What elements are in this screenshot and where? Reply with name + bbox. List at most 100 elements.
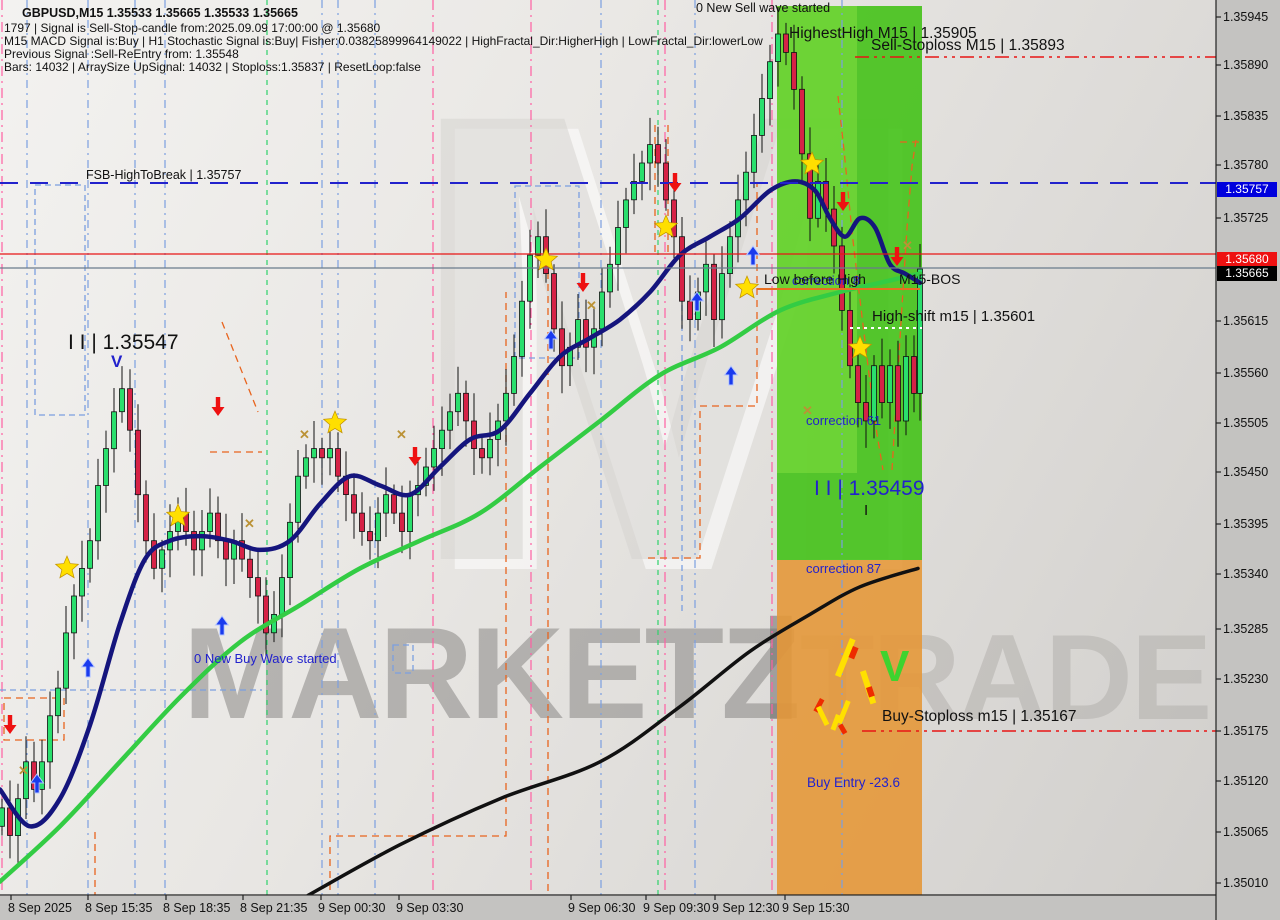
sell-arrow-icon xyxy=(836,192,850,211)
buy-stoploss-label: Buy-Stoploss m15 | 1.35167 xyxy=(882,708,1077,725)
star-icon xyxy=(322,410,348,434)
sell-arrow-icon xyxy=(668,173,682,192)
buy-arrow-icon xyxy=(689,291,705,312)
candle-body xyxy=(783,33,789,53)
previous-signal-line: Previous Signal :Sell-ReEntry from: 1.35… xyxy=(4,47,239,61)
candle-body xyxy=(327,448,333,459)
candle-body xyxy=(711,263,717,320)
correction-8-label: correction 8 xyxy=(792,273,860,288)
price-tick-label: 1.35395 xyxy=(1223,517,1269,531)
candle-body xyxy=(455,392,461,413)
star-icon xyxy=(653,214,679,238)
candle-body xyxy=(55,687,61,717)
price-badge: 1.35757 xyxy=(1217,182,1277,197)
time-axis-panel[interactable] xyxy=(0,896,1216,920)
candle-body xyxy=(79,568,85,597)
zigzag-streak xyxy=(813,697,825,713)
correction-zone xyxy=(777,560,922,895)
candle-body xyxy=(911,356,917,394)
candle-body xyxy=(135,429,141,496)
candle-body xyxy=(335,448,341,477)
price-tick-label: 1.35780 xyxy=(1223,158,1269,172)
candle-body xyxy=(895,365,901,422)
candle-body xyxy=(407,494,413,533)
time-tick-label: 8 Sep 18:35 xyxy=(163,901,231,915)
time-tick-label: 8 Sep 21:35 xyxy=(240,901,308,915)
candle-body xyxy=(631,180,637,201)
candle-body xyxy=(23,761,29,800)
channel-line xyxy=(329,292,507,895)
price-tick-label: 1.35725 xyxy=(1223,211,1269,225)
buy-arrow-icon xyxy=(29,773,45,794)
candle-body xyxy=(311,448,317,459)
signal-info-line: 1797 | Signal is Sell-Stop-candle from:2… xyxy=(4,21,381,35)
candle-body xyxy=(295,475,301,523)
candle-body xyxy=(527,254,533,302)
candle-body xyxy=(599,291,605,330)
swing-low-right-label: I I | 1.35459 xyxy=(814,477,925,500)
time-tick-label: 8 Sep 2025 xyxy=(8,901,72,915)
fractal-box xyxy=(34,184,86,416)
candle-body xyxy=(519,300,525,357)
candle-body xyxy=(535,236,541,256)
candle-body xyxy=(647,144,653,164)
candle-body xyxy=(103,448,109,486)
price-axis-panel[interactable] xyxy=(1216,0,1280,920)
candle-body xyxy=(663,162,669,201)
candle-body xyxy=(863,402,869,422)
candle-body xyxy=(503,392,509,422)
candle-body xyxy=(319,448,325,459)
ma-trend-line xyxy=(306,566,920,895)
x-mark-icon: ✕ xyxy=(299,427,310,442)
watermark-brand-text: MARKETZ xyxy=(183,600,800,746)
star-icon xyxy=(165,503,191,527)
channel-line xyxy=(648,182,758,559)
candle-body xyxy=(687,300,693,321)
candle-body xyxy=(655,144,661,164)
zigzag-streak xyxy=(816,705,830,726)
buy-entry-label: Buy Entry -23.6 xyxy=(807,775,901,790)
candle-body xyxy=(351,494,357,514)
candle-body xyxy=(703,263,709,293)
candle-body xyxy=(159,549,165,569)
candle-body xyxy=(551,273,557,330)
price-tick-label: 1.35615 xyxy=(1223,314,1269,328)
price-tick-label: 1.35065 xyxy=(1223,825,1269,839)
candle-body xyxy=(447,411,453,431)
zigzag-streak xyxy=(848,646,859,660)
candle-body xyxy=(63,632,69,689)
candle-body xyxy=(463,392,469,422)
swing-high-left-label: I I | 1.35547 xyxy=(68,331,179,354)
candle-body xyxy=(775,33,781,63)
sell-arrow-icon xyxy=(890,247,904,266)
ma-fast-line xyxy=(0,179,923,829)
candle-body xyxy=(671,199,677,238)
buy-arrow-icon xyxy=(543,329,559,350)
swing-low-right-tick: I xyxy=(864,502,869,519)
x-mark-icon: ✕ xyxy=(802,403,813,418)
x-mark-icon: ✕ xyxy=(396,427,407,442)
candle-body xyxy=(743,171,749,201)
candle-body xyxy=(759,98,765,136)
candle-body xyxy=(207,512,213,532)
x-mark-icon: ✕ xyxy=(902,238,913,253)
candle-body xyxy=(879,365,885,404)
candle-body xyxy=(623,199,629,228)
buy-arrow-icon xyxy=(723,365,739,386)
buy-arrow-icon xyxy=(745,245,761,266)
x-mark-icon: ✕ xyxy=(586,298,597,313)
fractal-box xyxy=(392,644,414,674)
x-mark-icon: ✕ xyxy=(244,516,255,531)
candle-body xyxy=(223,540,229,560)
star-icon xyxy=(847,335,873,359)
sell-stoploss-label: Sell-Stoploss M15 | 1.35893 xyxy=(871,37,1065,54)
candle-body xyxy=(479,448,485,459)
star-icon xyxy=(533,247,559,271)
price-tick-label: 1.35450 xyxy=(1223,465,1269,479)
candle-body xyxy=(375,512,381,542)
candle-body xyxy=(679,236,685,302)
candle-body xyxy=(639,162,645,182)
candle-body xyxy=(383,494,389,514)
